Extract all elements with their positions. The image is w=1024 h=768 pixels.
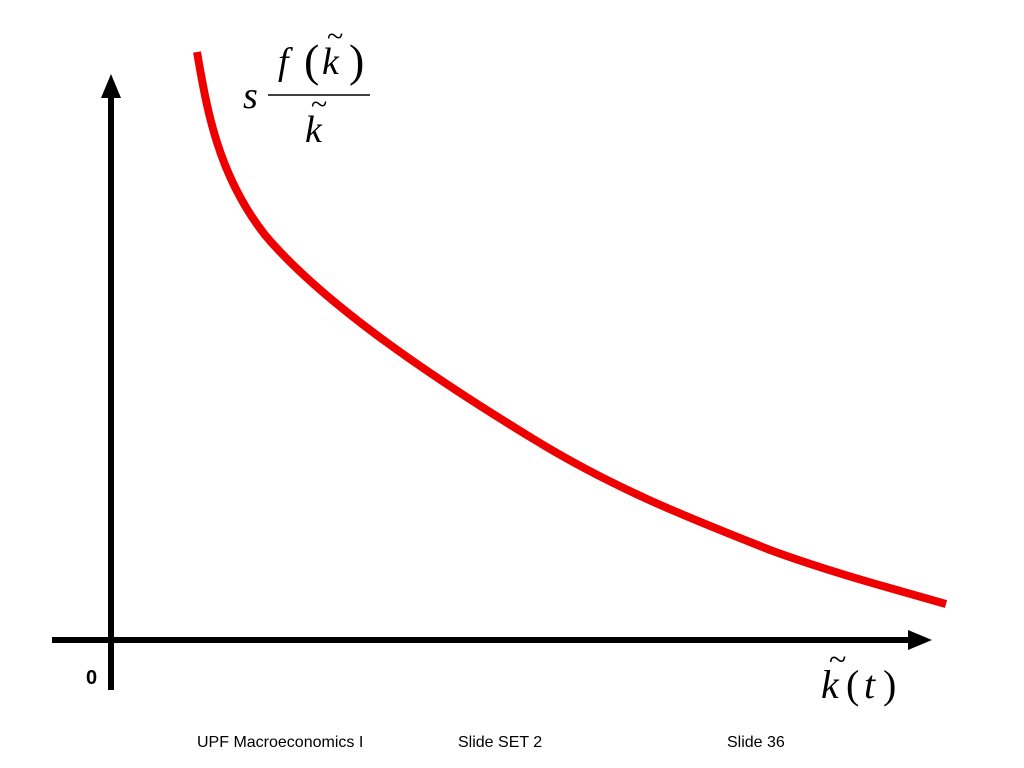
- x-axis-label: ~ k ( t ): [821, 641, 896, 707]
- x-axis-label-variable: k: [821, 662, 840, 707]
- curve-label-denominator-tilde: ~: [311, 88, 327, 121]
- x-axis-label-open-paren: (: [846, 662, 859, 707]
- saving-per-capital-curve: [193, 51, 948, 608]
- origin-label: 0: [86, 667, 97, 689]
- axes: [52, 74, 932, 690]
- x-axis-label-argument: t: [864, 662, 876, 707]
- curve-label-coefficient: s: [243, 75, 258, 117]
- footer-slide-number: Slide 36: [727, 734, 785, 751]
- footer-course-title: UPF Macroeconomics I: [197, 734, 364, 751]
- x-axis-arrowhead: [908, 630, 932, 650]
- footer-slide-set: Slide SET 2: [458, 734, 543, 751]
- curve-label-denominator-variable: k: [305, 109, 323, 151]
- curve-label-numerator-tilde: ~: [327, 20, 343, 53]
- x-axis-label-tilde: ~: [829, 641, 846, 677]
- curve-label-open-paren: (: [304, 35, 319, 86]
- y-axis-arrowhead: [101, 74, 121, 98]
- curve-label-numerator-variable: k: [322, 41, 340, 83]
- curve-label-close-paren: ): [349, 35, 364, 86]
- x-axis-label-close-paren: ): [883, 662, 896, 707]
- curve-label: s f ( ~ k ) ~ k: [243, 20, 370, 151]
- curve-label-numerator-function: f: [278, 41, 293, 83]
